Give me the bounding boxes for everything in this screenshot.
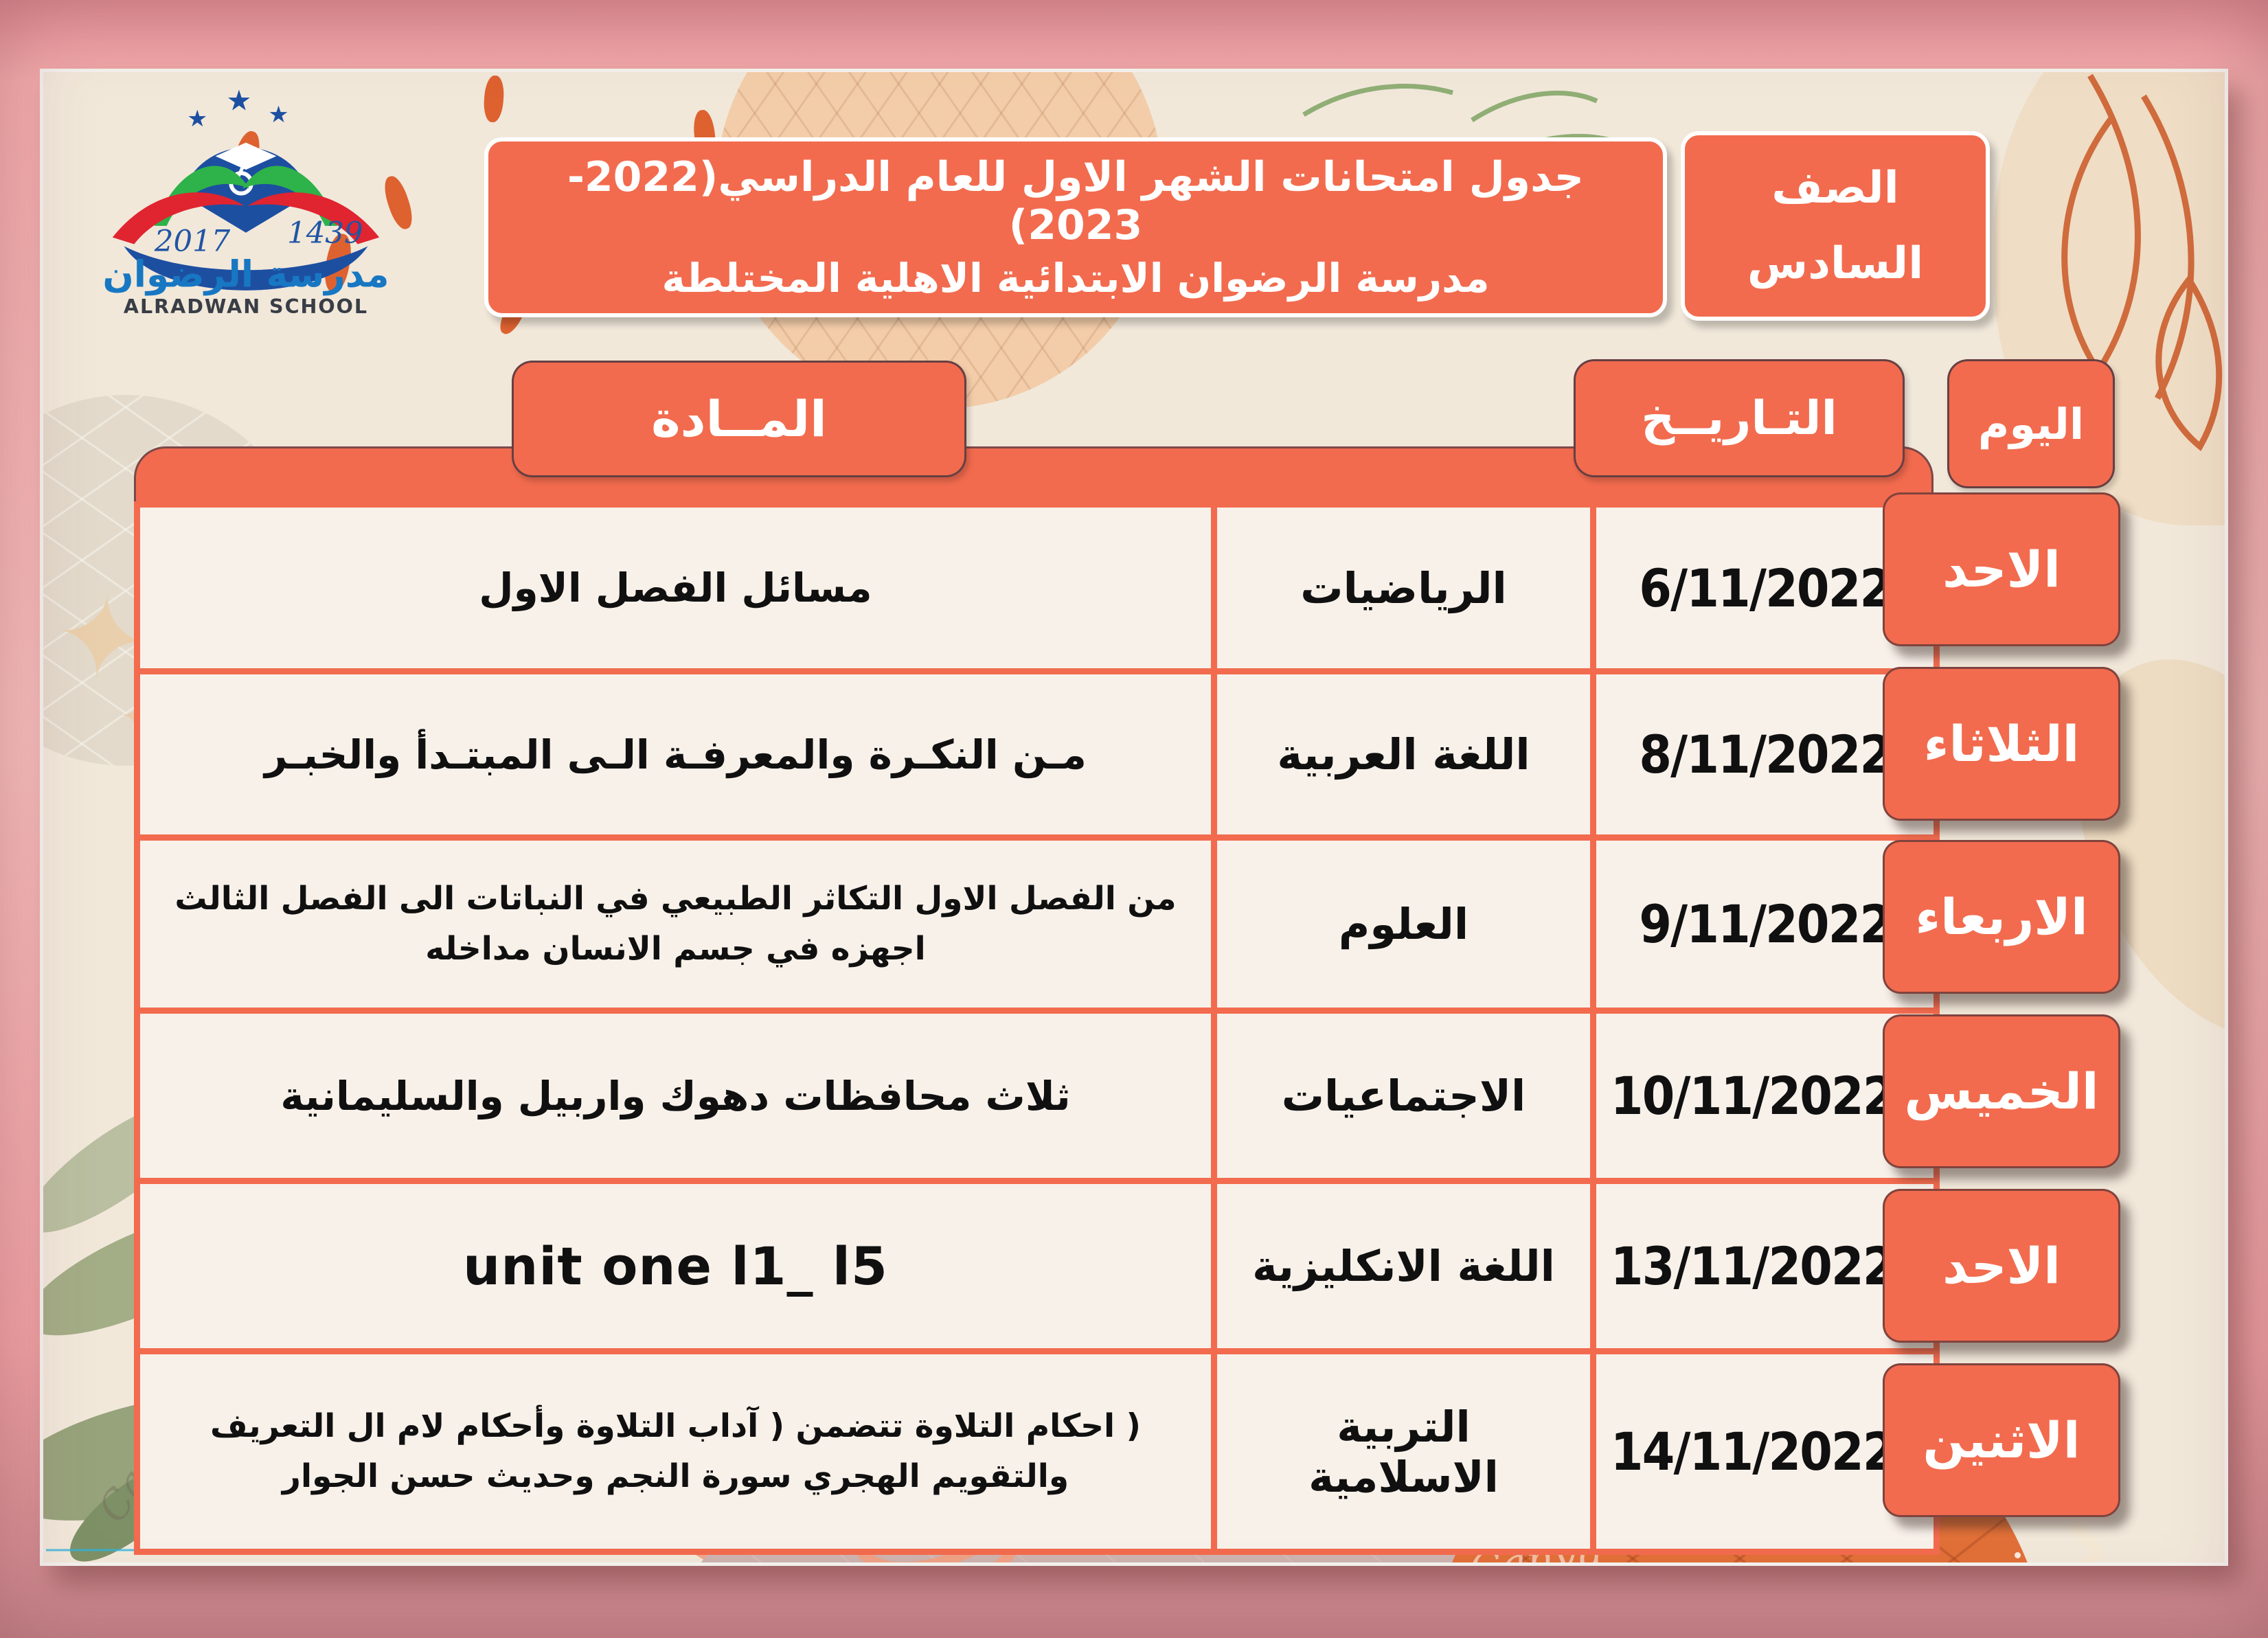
topic-cell: ( احكام التلاوة تتضمن ( آداب التلاوة وأح… xyxy=(134,1348,1217,1555)
logo-year-left: 2017 xyxy=(154,224,231,258)
logo-leaf-green xyxy=(154,166,249,226)
date-cell: 14/11/2022 xyxy=(1590,1348,1940,1555)
school-logo: ★ ★ ★ 2017 1439 مدرسة الرضوان ALRADWAN S… xyxy=(102,84,389,317)
class-box: الصف السادس xyxy=(1681,131,1990,321)
logo-leaf-green xyxy=(242,166,338,226)
table-row: 14/11/2022 التربية الاسلامية ( احكام الت… xyxy=(134,1348,1940,1555)
logo-star-icon: ★ xyxy=(269,101,289,128)
table-row: 9/11/2022 العلوم من الفصل الاول التكاثر … xyxy=(134,834,1940,1014)
poster-title-line1: جدول امتحانات الشهر الاول للعام الدراسي(… xyxy=(567,152,1584,249)
logo-leaf-red xyxy=(112,192,245,244)
logo-book-shape xyxy=(124,246,368,291)
subject-cell: التربية الاسلامية xyxy=(1211,1348,1596,1555)
table-row: 8/11/2022 اللغة العربية مـن النكـرة والم… xyxy=(134,668,1940,841)
topic-cell: unit one l1_ l5 xyxy=(134,1178,1217,1354)
column-header-subject: المــادة xyxy=(512,361,966,477)
logo-star-icon: ★ xyxy=(226,84,251,117)
decor-dot xyxy=(2015,1552,2021,1558)
subject-cell: الرياضيات xyxy=(1211,501,1596,674)
topic-cell: مـن النكـرة والمعرفـة الـى المبتـدأ والخ… xyxy=(134,668,1217,841)
day-button-row1: الاحد xyxy=(1883,492,2120,646)
column-header-day: اليوم xyxy=(1947,359,2115,488)
exam-schedule-table: 6/11/2022 الرياضيات مسائل الفصل الاول 8/… xyxy=(134,501,1940,1555)
date-cell: 8/11/2022 xyxy=(1590,668,1940,841)
date-cell: 6/11/2022 xyxy=(1590,501,1940,674)
class-line2: السادس xyxy=(1747,238,1924,290)
subject-cell: اللغة الانكليزية xyxy=(1211,1178,1596,1354)
subject-cell: العلوم xyxy=(1211,834,1596,1014)
day-button-row2: الثلاثاء xyxy=(1883,667,2120,821)
day-button-row3: الاربعاء xyxy=(1883,840,2120,994)
schedule-poster-page: ✦ ✦ xyxy=(40,69,2228,1566)
logo-school-name-arabic: مدرسة الرضوان xyxy=(102,253,389,296)
day-button-row4: الخميس xyxy=(1883,1014,2120,1168)
column-header-date: التـاريــخ xyxy=(1574,359,1905,477)
subject-cell: الاجتماعيات xyxy=(1211,1008,1596,1184)
day-button-row6: الاثنين xyxy=(1883,1363,2120,1517)
topic-cell: ثلاث محافظات دهوك واربيل والسليمانية xyxy=(134,1008,1217,1184)
poster-title-box: جدول امتحانات الشهر الاول للعام الدراسي(… xyxy=(484,137,1667,317)
topic-cell: من الفصل الاول التكاثر الطبيعي في النبات… xyxy=(134,834,1217,1014)
topic-cell: مسائل الفصل الاول xyxy=(134,501,1217,674)
logo-star-icon: ★ xyxy=(187,105,207,132)
class-line1: الصف xyxy=(1771,162,1899,214)
subject-cell: اللغة العربية xyxy=(1211,668,1596,841)
logo-year-right: 1439 xyxy=(287,216,363,251)
logo-school-name-english: ALRADWAN SCHOOL xyxy=(124,295,368,317)
table-row: 13/11/2022 اللغة الانكليزية unit one l1_… xyxy=(134,1178,1940,1354)
poster-title-line2: مدرسة الرضوان الابتدائية الاهلية المختلط… xyxy=(661,255,1490,302)
table-row: 6/11/2022 الرياضيات مسائل الفصل الاول xyxy=(134,501,1940,674)
logo-leaf-red xyxy=(247,192,380,244)
date-cell: 9/11/2022 xyxy=(1590,834,1940,1014)
day-button-row5: الاحد xyxy=(1883,1189,2120,1343)
date-cell: 13/11/2022 xyxy=(1590,1178,1940,1354)
table-row: 10/11/2022 الاجتماعيات ثلاث محافظات دهوك… xyxy=(134,1008,1940,1184)
date-cell: 10/11/2022 xyxy=(1590,1008,1940,1184)
